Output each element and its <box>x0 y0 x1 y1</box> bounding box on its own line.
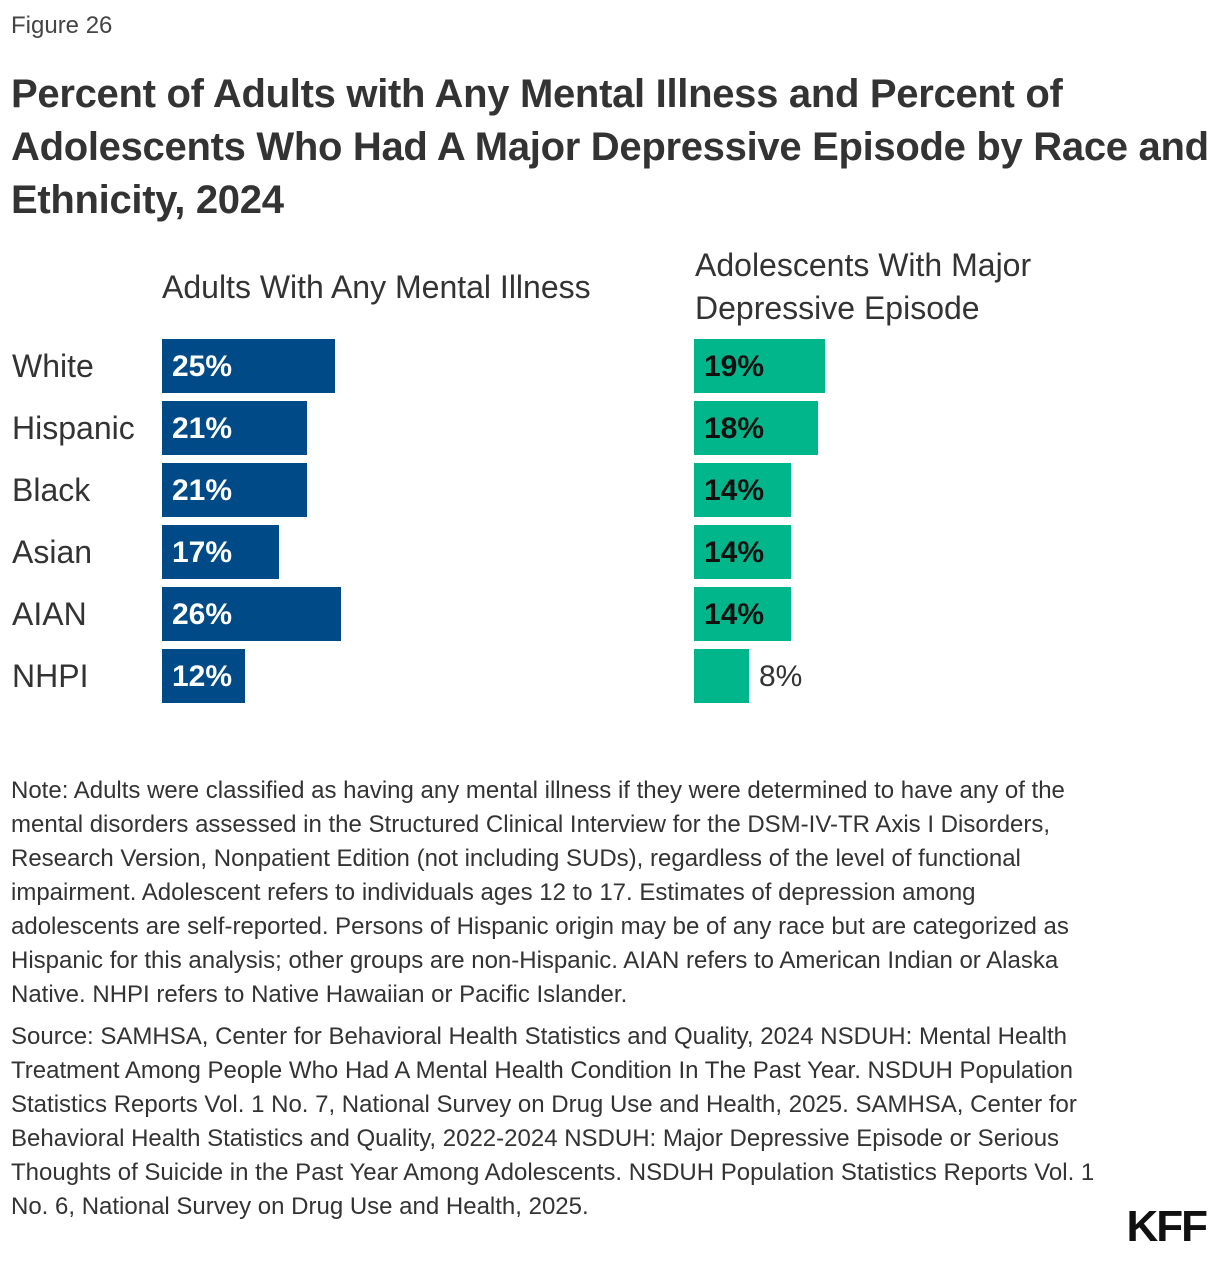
bar-adolescents-aian <box>694 587 791 641</box>
data-label: 17% <box>172 536 233 569</box>
category-label: AIAN <box>12 596 87 632</box>
data-label: 25% <box>172 350 233 383</box>
data-label: 18% <box>704 412 765 445</box>
category-label: Hispanic <box>12 410 135 446</box>
panel-title-adults: Adults With Any Mental Illness <box>162 269 591 305</box>
bar-adults-aian <box>162 587 341 641</box>
data-label: 14% <box>704 474 765 507</box>
bar-adults-nhpi <box>162 649 245 703</box>
bar-adolescents-asian <box>694 525 791 579</box>
bar-adults-asian <box>162 525 279 579</box>
data-label: 12% <box>172 660 233 693</box>
panel-title-adolescents: Adolescents With Major Depressive Episod… <box>695 247 1032 326</box>
bar-adolescents-hispanic <box>694 401 818 455</box>
category-label: Black <box>12 472 91 508</box>
bar-adolescents-white <box>694 339 825 393</box>
data-label: 19% <box>704 350 765 383</box>
category-label: NHPI <box>12 658 89 694</box>
chart-source: Source: SAMHSA, Center for Behavioral He… <box>11 1023 1095 1220</box>
chart-title: Percent of Adults with Any Mental Illnes… <box>11 72 1209 222</box>
data-label: 14% <box>704 536 765 569</box>
bar-adolescents-nhpi <box>694 649 749 703</box>
bar-adults-black <box>162 463 307 517</box>
category-label: White <box>12 348 94 384</box>
kff-logo: KFF <box>1126 1202 1208 1251</box>
data-label: 21% <box>172 412 233 445</box>
bar-adults-white <box>162 339 335 393</box>
data-label: 26% <box>172 598 233 631</box>
data-label: 21% <box>172 474 233 507</box>
category-label: Asian <box>12 534 93 570</box>
bar-adults-hispanic <box>162 401 307 455</box>
chart-note: Note: Adults were classified as having a… <box>11 777 1069 1008</box>
figure-label: Figure 26 <box>11 12 113 39</box>
bar-adolescents-black <box>694 463 791 517</box>
data-label: 8% <box>759 660 803 693</box>
data-label: 14% <box>704 598 765 631</box>
